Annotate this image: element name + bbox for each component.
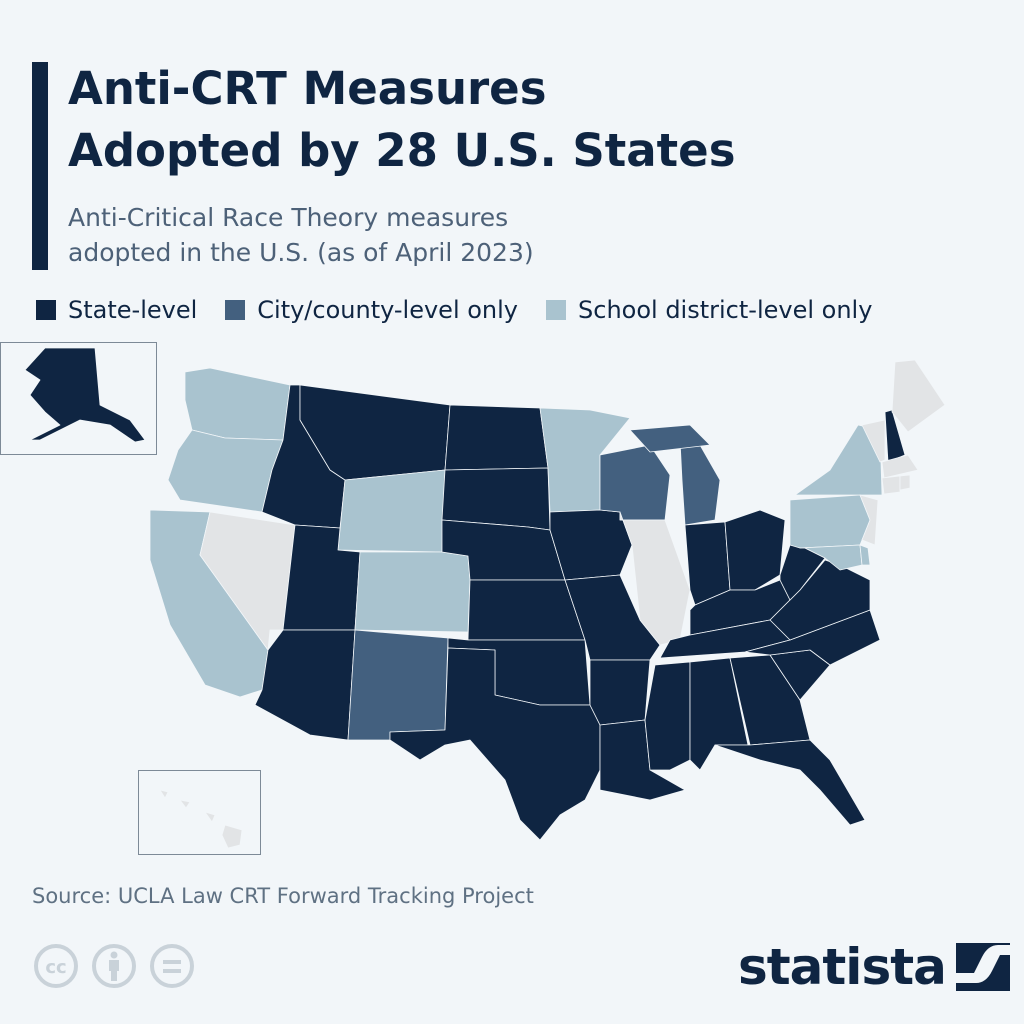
state-mo: [564, 574, 661, 661]
state-shape: [724, 509, 786, 591]
state-shape: [179, 799, 191, 809]
state-wa: [184, 367, 291, 441]
state-vt: [861, 419, 886, 463]
brand-name: statista: [738, 938, 947, 996]
state-co: [354, 551, 471, 633]
state-shape: [859, 544, 871, 566]
state-ak: [24, 347, 146, 443]
state-shape: [881, 475, 901, 495]
title-accent-bar: [32, 62, 48, 270]
legend-label: State-level: [68, 296, 198, 324]
state-shape: [729, 654, 811, 746]
state-shape: [861, 419, 886, 463]
state-shape: [389, 647, 601, 841]
legend-label: School district-level only: [578, 296, 873, 324]
state-shape: [337, 469, 446, 553]
subtitle: Anti-Critical Race Theory measures adopte…: [68, 203, 534, 267]
attribution-icon: [92, 944, 136, 988]
state-shape: [789, 494, 871, 549]
state-shape: [354, 551, 471, 633]
state-ia: [549, 509, 633, 581]
state-shape: [714, 739, 866, 826]
state-sd: [441, 467, 551, 531]
statista-logo: statista: [738, 938, 1010, 996]
state-shape: [184, 367, 291, 441]
state-hi: [159, 789, 243, 849]
state-shape: [744, 609, 881, 666]
state-nd: [444, 404, 549, 471]
hawaii-inset-frame: [138, 770, 261, 855]
state-ma: [881, 454, 919, 479]
state-shape: [204, 811, 216, 823]
alaska-inset-frame: [0, 342, 157, 455]
state-shape: [347, 629, 449, 741]
page-title: Anti-CRT Measures Adopted by 28 U.S. Stat…: [68, 62, 736, 177]
state-nj: [859, 494, 879, 546]
state-shape: [444, 404, 549, 471]
state-shape: [549, 509, 633, 581]
state-shape: [891, 359, 946, 433]
legend-item-city: City/county-level only: [225, 296, 518, 324]
state-shape: [564, 574, 661, 661]
state-pa: [789, 494, 871, 549]
state-mi: [629, 424, 721, 526]
legend-label: City/county-level only: [257, 296, 519, 324]
state-ct: [881, 475, 901, 495]
state-shape: [254, 629, 356, 741]
state-shape: [619, 511, 691, 646]
state-de: [859, 544, 871, 566]
state-shape: [24, 347, 146, 443]
state-nc: [744, 609, 881, 666]
state-shape: [221, 824, 243, 849]
state-az: [254, 629, 356, 741]
state-ar: [589, 659, 651, 726]
state-shape: [159, 789, 169, 799]
legend-item-school: School district-level only: [546, 296, 872, 324]
svg-text:cc: cc: [45, 957, 66, 978]
state-wy: [337, 469, 446, 553]
legend-item-state: State-level: [36, 296, 197, 324]
license-icons: cc: [32, 942, 196, 990]
state-ms: [644, 661, 691, 771]
creative-commons-icon: cc: [34, 944, 78, 988]
state-il: [619, 511, 691, 646]
source-note: Source: UCLA Law CRT Forward Tracking Pr…: [32, 884, 534, 908]
no-derivatives-icon: [150, 944, 194, 988]
state-me: [891, 359, 946, 433]
statista-logo-icon: [955, 943, 1010, 991]
state-nm: [347, 629, 449, 741]
state-ks: [467, 579, 586, 641]
state-fl: [714, 739, 866, 826]
state-shape: [589, 659, 651, 726]
legend: State-level City/county-level only Schoo…: [36, 296, 872, 324]
state-shape: [881, 454, 919, 479]
state-nh: [884, 409, 906, 463]
state-shape: [599, 444, 671, 521]
state-shape: [441, 467, 551, 531]
state-oh: [724, 509, 786, 591]
legend-swatch: [546, 300, 567, 320]
state-wi: [599, 444, 671, 521]
state-shape: [629, 424, 711, 453]
state-shape: [884, 409, 906, 463]
state-shape: [859, 494, 879, 546]
state-shape: [644, 661, 691, 771]
state-shape: [679, 439, 721, 526]
state-tx: [389, 647, 601, 841]
state-shape: [899, 474, 911, 491]
state-shape: [467, 579, 586, 641]
legend-swatch: [225, 300, 246, 320]
state-ri: [899, 474, 911, 491]
legend-swatch: [36, 300, 56, 320]
state-ga: [729, 654, 811, 746]
